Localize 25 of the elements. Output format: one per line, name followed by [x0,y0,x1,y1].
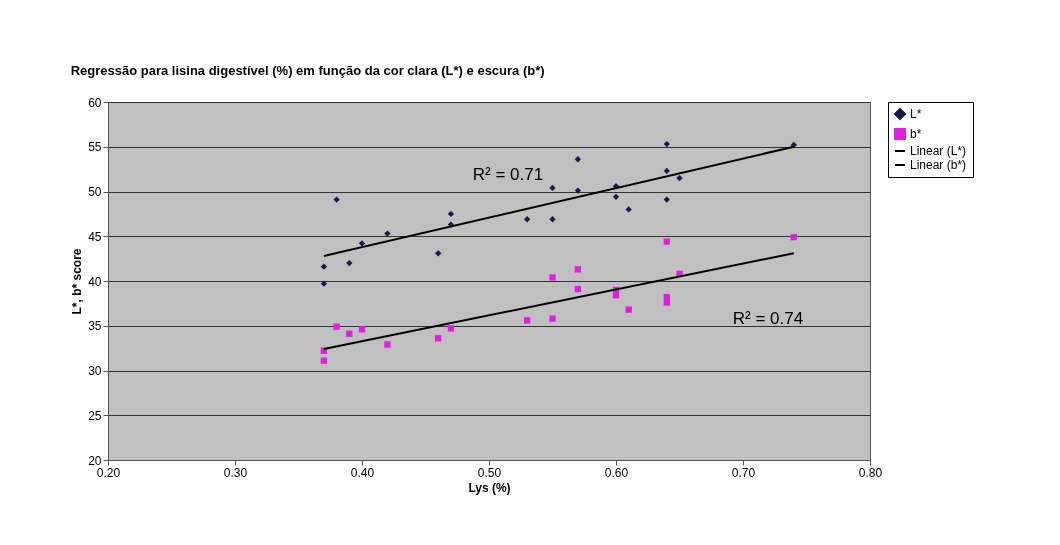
annotation: R² = 0.74 [732,309,804,328]
x-tick-label: 0.20 [96,465,121,480]
x-tick-label: 0.30 [223,465,248,480]
x-tick-label: 0.40 [350,465,375,480]
x-tick-label: 0.70 [731,465,756,480]
x-axis-title: Lys (%) [468,480,511,495]
y-tick-label: 40 [88,274,102,289]
legend-label: b* [910,127,922,141]
x-tick-label: 0.60 [604,465,629,480]
y-tick-label: 55 [88,140,102,155]
y-tick-label: 45 [88,229,102,244]
y-tick-label: 50 [88,185,102,199]
x-tick-label: 0.80 [858,465,883,480]
legend-label: Linear (L*) [910,144,967,158]
chart-title: Regressão para lisina digestível (%) em função da cor clara (L*) e escura (b*) [70,63,545,78]
y-tick-label: 35 [88,319,102,334]
annotation: R² = 0.71 [472,165,544,184]
y-tick-label: 30 [88,364,102,378]
y-tick-label: 25 [88,408,102,423]
legend-label: Linear (b*) [910,158,967,172]
y-tick-label: 60 [88,95,102,110]
x-tick-label: 0.50 [477,465,502,480]
y-tick-label: 20 [88,453,102,468]
legend-label: L* [910,107,922,121]
y-axis-title: L*, b* score [70,248,85,315]
